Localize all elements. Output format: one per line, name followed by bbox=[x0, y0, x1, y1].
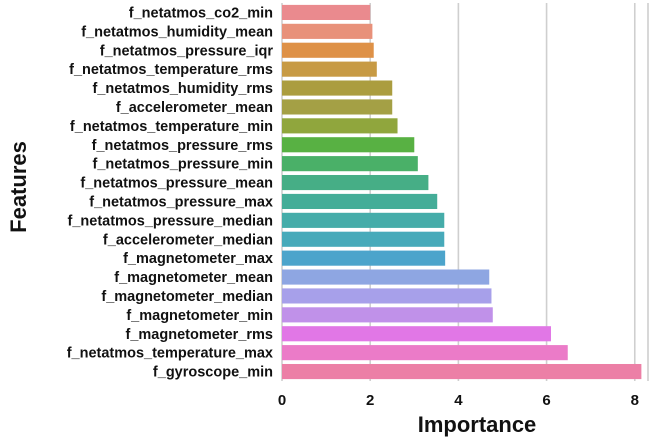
x-axis-title: Importance bbox=[418, 412, 537, 437]
bars bbox=[282, 4, 642, 380]
bar-f_magnetometer_min bbox=[282, 307, 493, 323]
category-label-f_magnetometer_mean: f_magnetometer_mean bbox=[114, 270, 273, 286]
bar-f_netatmos_pressure_rms bbox=[282, 137, 415, 153]
bar-f_netatmos_pressure_min bbox=[282, 156, 418, 172]
category-label-f_accelerometer_median: f_accelerometer_median bbox=[103, 232, 273, 248]
x-tick-8: 8 bbox=[631, 392, 639, 409]
category-label-f_netatmos_temperature_max: f_netatmos_temperature_max bbox=[67, 346, 273, 362]
bar-f_magnetometer_mean bbox=[282, 269, 490, 285]
category-label-f_netatmos_pressure_iqr: f_netatmos_pressure_iqr bbox=[100, 43, 274, 59]
x-tick-6: 6 bbox=[542, 392, 550, 409]
category-label-f_netatmos_temperature_min: f_netatmos_temperature_min bbox=[70, 119, 273, 135]
bar-f_magnetometer_rms bbox=[282, 326, 551, 342]
bar-f_accelerometer_mean bbox=[282, 99, 393, 115]
x-tick-4: 4 bbox=[454, 392, 463, 409]
x-tick-labels: 0 2 4 6 8 bbox=[278, 392, 639, 409]
y-axis-title: Features bbox=[6, 141, 31, 233]
category-label-f_magnetometer_median: f_magnetometer_median bbox=[101, 289, 273, 305]
category-label-f_netatmos_pressure_median: f_netatmos_pressure_median bbox=[68, 213, 274, 229]
bar-f_netatmos_pressure_mean bbox=[282, 174, 429, 191]
category-label-f_accelerometer_mean: f_accelerometer_mean bbox=[116, 100, 273, 116]
category-label-f_magnetometer_max: f_magnetometer_max bbox=[123, 251, 273, 267]
x-tick-0: 0 bbox=[278, 392, 286, 409]
bar-f_netatmos_temperature_min bbox=[282, 118, 398, 134]
bar-f_netatmos_humidity_mean bbox=[282, 23, 373, 39]
category-label-f_gyroscope_min: f_gyroscope_min bbox=[153, 365, 273, 381]
category-label-f_netatmos_pressure_mean: f_netatmos_pressure_mean bbox=[80, 176, 273, 192]
bar-f_gyroscope_min bbox=[282, 363, 642, 380]
category-label-f_netatmos_humidity_rms: f_netatmos_humidity_rms bbox=[93, 81, 274, 97]
bar-f_netatmos_pressure_max bbox=[282, 193, 438, 210]
category-label-f_netatmos_pressure_min: f_netatmos_pressure_min bbox=[92, 157, 273, 173]
category-label-f_magnetometer_min: f_magnetometer_min bbox=[126, 308, 273, 324]
gridlines bbox=[281, 3, 649, 381]
category-label-f_magnetometer_rms: f_magnetometer_rms bbox=[126, 327, 273, 343]
category-label-f_netatmos_humidity_mean: f_netatmos_humidity_mean bbox=[81, 24, 273, 40]
bar-f_accelerometer_median bbox=[282, 231, 445, 247]
bar-f_netatmos_co2_min bbox=[282, 4, 371, 21]
category-labels: f_netatmos_co2_min f_netatmos_humidity_me… bbox=[67, 5, 274, 380]
category-label-f_netatmos_pressure_max: f_netatmos_pressure_max bbox=[89, 194, 273, 210]
bar-f_netatmos_temperature_max bbox=[282, 345, 568, 361]
category-label-f_netatmos_temperature_rms: f_netatmos_temperature_rms bbox=[69, 62, 273, 78]
category-label-f_netatmos_pressure_rms: f_netatmos_pressure_rms bbox=[92, 138, 273, 154]
bar-f_magnetometer_max bbox=[282, 250, 446, 266]
category-label-f_netatmos_co2_min: f_netatmos_co2_min bbox=[129, 5, 273, 21]
bar-f_magnetometer_median bbox=[282, 288, 492, 304]
x-tick-2: 2 bbox=[366, 392, 374, 409]
bar-f_netatmos_pressure_iqr bbox=[282, 42, 374, 58]
bar-f_netatmos_temperature_rms bbox=[282, 61, 377, 77]
bar-f_netatmos_humidity_rms bbox=[282, 80, 393, 96]
bar-f_netatmos_pressure_median bbox=[282, 212, 445, 228]
